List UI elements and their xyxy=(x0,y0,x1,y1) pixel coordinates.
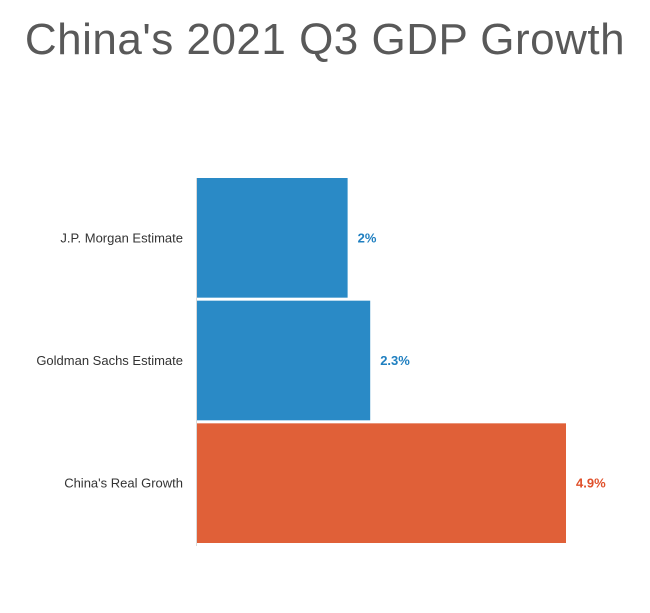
bar-2 xyxy=(197,300,371,421)
chart-title: China's 2021 Q3 GDP Growth xyxy=(24,15,626,64)
category-label-3: China's Real Growth xyxy=(64,476,183,491)
value-label-1: 2% xyxy=(358,230,377,245)
bar-3 xyxy=(197,423,566,543)
value-label-3: 4.9% xyxy=(576,476,606,491)
category-label-1: J.P. Morgan Estimate xyxy=(60,230,183,245)
category-label-2: Goldman Sachs Estimate xyxy=(36,353,183,368)
bars-group: J.P. Morgan Estimate 2% Goldman Sachs Esti… xyxy=(36,178,606,543)
bar-1 xyxy=(197,178,348,298)
value-label-2: 2.3% xyxy=(380,353,410,368)
